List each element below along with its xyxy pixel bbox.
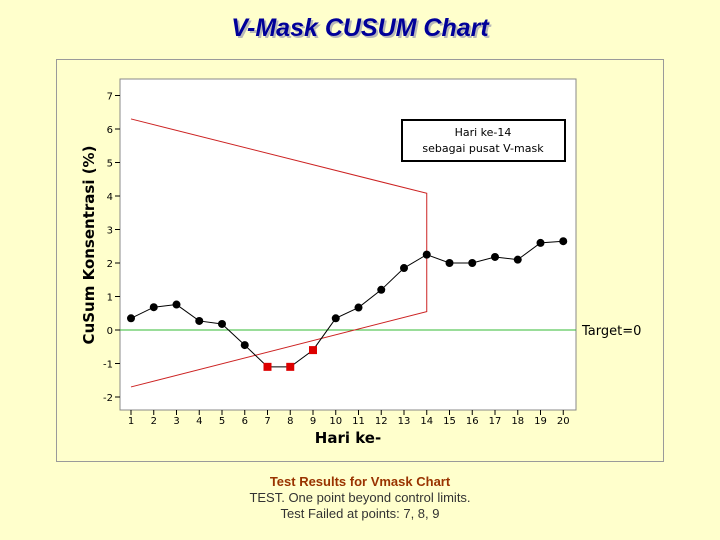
target-label: Target=0	[581, 324, 641, 339]
out-of-control-point	[263, 362, 272, 371]
y-tick-label: 3	[107, 226, 113, 237]
x-tick-label: 20	[557, 416, 570, 427]
x-tick-label: 14	[420, 416, 433, 427]
cusum-data-point	[331, 314, 340, 323]
results-line-1: TEST. One point beyond control limits.	[249, 490, 471, 505]
results-heading: Test Results for Vmask Chart	[269, 474, 451, 489]
annotation-line-2: sebagai pusat V-mask	[422, 142, 544, 155]
x-tick-label: 6	[242, 416, 248, 427]
x-tick-label: 12	[375, 416, 388, 427]
x-tick-label: 3	[173, 416, 179, 427]
x-tick-label: 19	[534, 416, 547, 427]
y-tick-label: 6	[107, 125, 113, 136]
cusum-data-point	[354, 303, 363, 312]
x-tick-label: 16	[466, 416, 479, 427]
cusum-data-point	[445, 259, 454, 267]
x-tick-label: 10	[329, 416, 342, 427]
annotation-line-1: Hari ke-14	[455, 126, 512, 139]
cusum-data-point	[468, 259, 477, 267]
cusum-data-point	[422, 250, 431, 259]
cusum-data-point	[127, 314, 135, 323]
x-tick-label: 7	[264, 416, 270, 427]
y-tick-label: 2	[107, 259, 113, 270]
results-line-2: Test Failed at points: 7, 8, 9	[280, 506, 440, 521]
slide-title: V-Mask CUSUM Chart	[231, 14, 489, 42]
x-axis-title: Hari ke-	[315, 429, 381, 447]
x-tick-label: 2	[151, 416, 157, 427]
x-tick-label: 15	[443, 416, 456, 427]
out-of-control-point	[309, 346, 317, 355]
y-tick-label: 4	[107, 192, 113, 203]
y-tick-label: 5	[107, 159, 113, 170]
y-tick-label: ‑1	[103, 360, 113, 371]
x-tick-label: 17	[489, 416, 502, 427]
cusum-data-point	[377, 285, 386, 294]
cusum-data-point	[536, 238, 545, 247]
cusum-data-point	[218, 319, 226, 328]
cusum-data-point	[491, 252, 499, 261]
x-tick-label: 8	[287, 416, 293, 427]
y-tick-label: ‑2	[103, 393, 113, 404]
test-results: Test Results for Vmask Chart TEST. One p…	[0, 474, 720, 522]
x-tick-label: 11	[352, 416, 365, 427]
y-axis-title: CuSum Konsentrasi (%)	[80, 146, 98, 345]
cusum-data-point	[149, 303, 158, 312]
x-tick-label: 9	[310, 416, 316, 427]
x-tick-label: 18	[511, 416, 524, 427]
x-tick-label: 13	[398, 416, 411, 427]
y-tick-label: 1	[107, 293, 113, 304]
y-tick-label: 0	[107, 326, 113, 337]
cusum-data-point	[513, 255, 522, 264]
cusum-data-point	[240, 341, 249, 350]
annotation-box	[401, 119, 566, 162]
x-tick-label: 4	[196, 416, 202, 427]
cusum-data-point	[195, 316, 204, 325]
out-of-control-point	[286, 362, 295, 371]
x-tick-label: 5	[219, 416, 225, 427]
y-tick-label: 7	[107, 92, 113, 103]
x-tick-label: 1	[128, 416, 134, 427]
cusum-data-point	[172, 300, 181, 309]
cusum-data-point	[400, 264, 408, 273]
cusum-data-point	[559, 237, 568, 246]
